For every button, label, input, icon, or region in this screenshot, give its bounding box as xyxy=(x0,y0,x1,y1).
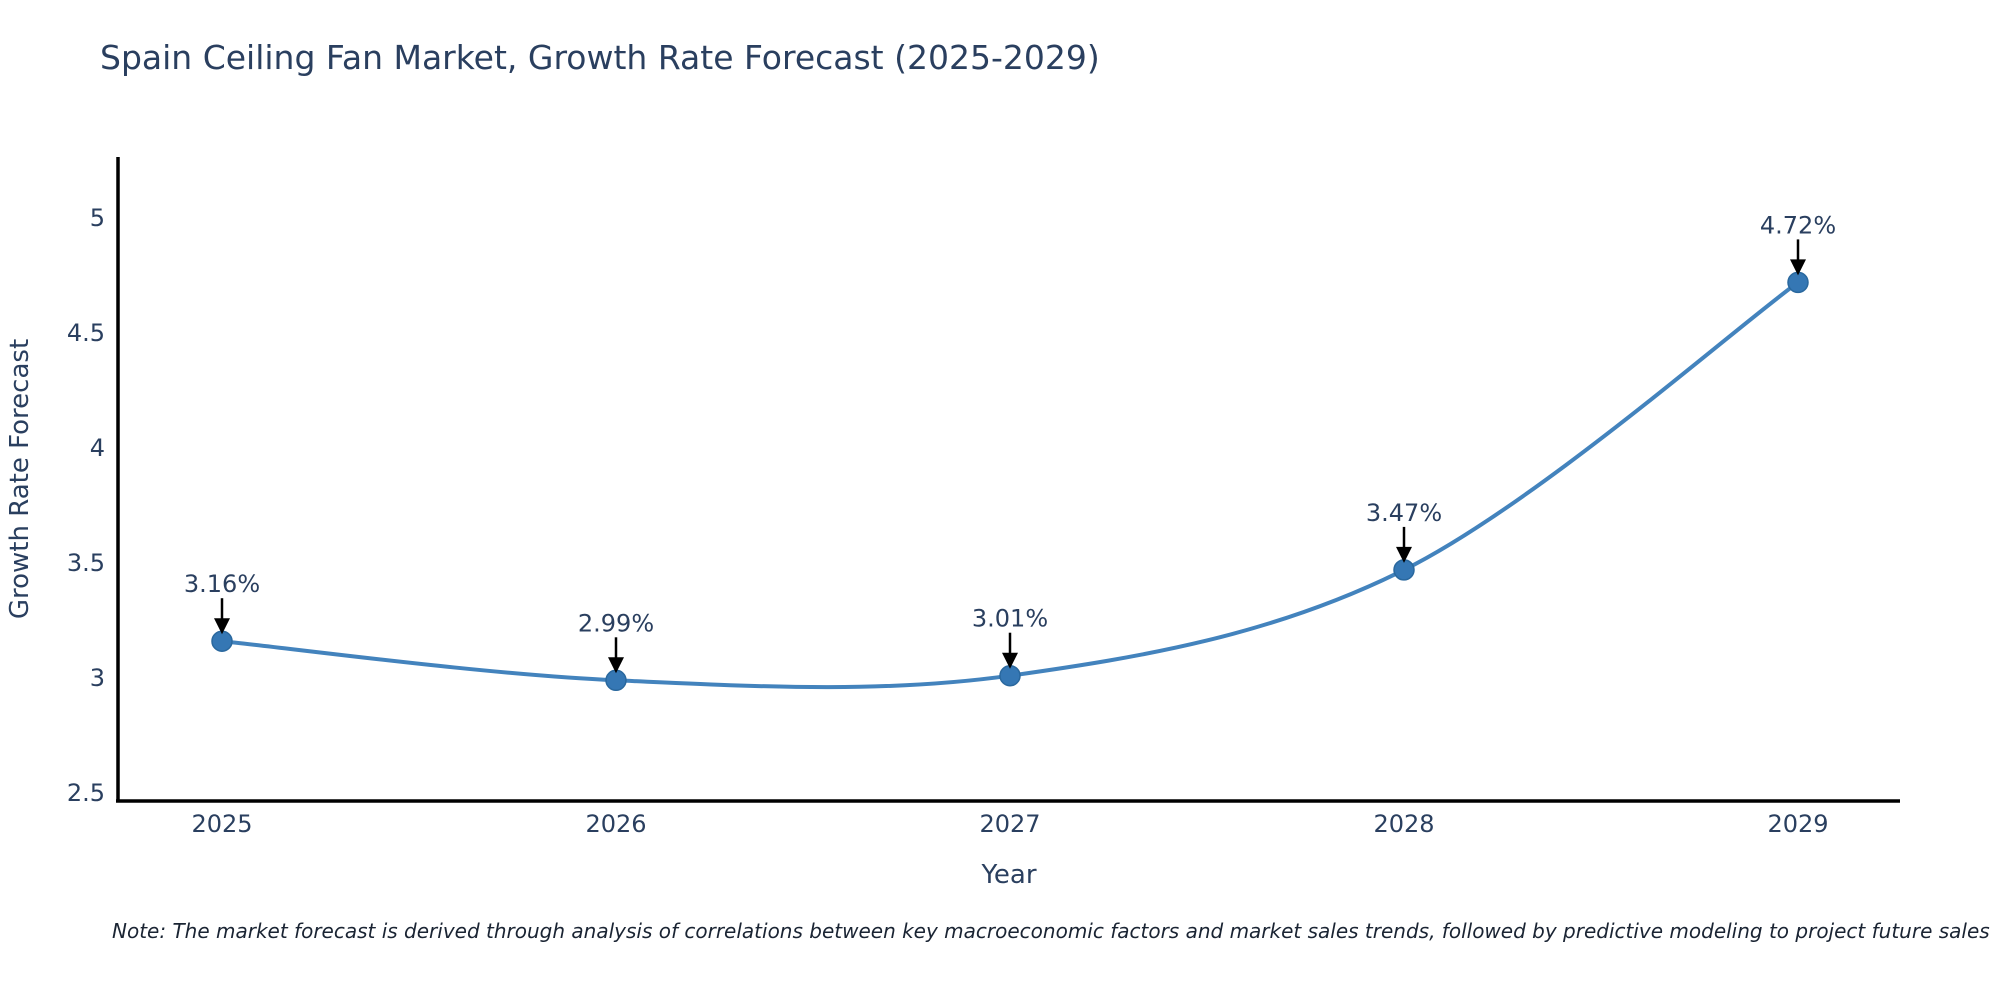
series-line xyxy=(220,280,1800,690)
data-point-label: 3.01% xyxy=(972,605,1048,633)
data-point-label: 2.99% xyxy=(578,609,654,637)
y-tick-label: 5 xyxy=(90,204,105,232)
x-tick-label: 2028 xyxy=(1373,810,1434,838)
x-tick-label: 2027 xyxy=(979,810,1040,838)
annotation-arrow-head xyxy=(1790,259,1806,276)
footnote-text: Note: The market forecast is derived thr… xyxy=(112,919,1990,943)
x-tick-label: 2026 xyxy=(585,810,646,838)
x-tick-label: 2025 xyxy=(191,810,252,838)
y-tick-label: 4.5 xyxy=(67,319,105,347)
y-tick-label: 3 xyxy=(90,664,105,692)
y-tick-label: 2.5 xyxy=(67,779,105,807)
y-tick-label: 3.5 xyxy=(67,549,105,577)
annotation-arrow-head xyxy=(608,657,624,674)
y-tick-label: 4 xyxy=(90,434,105,462)
data-point-label: 3.47% xyxy=(1366,499,1442,527)
annotation-arrow-head xyxy=(214,618,230,635)
line-chart-svg: 2.5 3 3.5 4 4.5 5 2025 2026 2027 2028 2029 Growth R… xyxy=(5,157,1900,890)
y-axis-title: Growth Rate Forecast xyxy=(5,339,35,619)
x-tick-label: 2029 xyxy=(1767,810,1828,838)
chart-title: Spain Ceiling Fan Market, Growth Rate Fo… xyxy=(100,38,1100,77)
x-axis-title: Year xyxy=(980,860,1036,890)
data-point-label: 4.72% xyxy=(1760,211,1836,239)
annotation-arrow-head xyxy=(1396,546,1412,563)
data-point-label: 3.16% xyxy=(184,570,260,598)
annotation-arrow-head xyxy=(1002,652,1018,669)
